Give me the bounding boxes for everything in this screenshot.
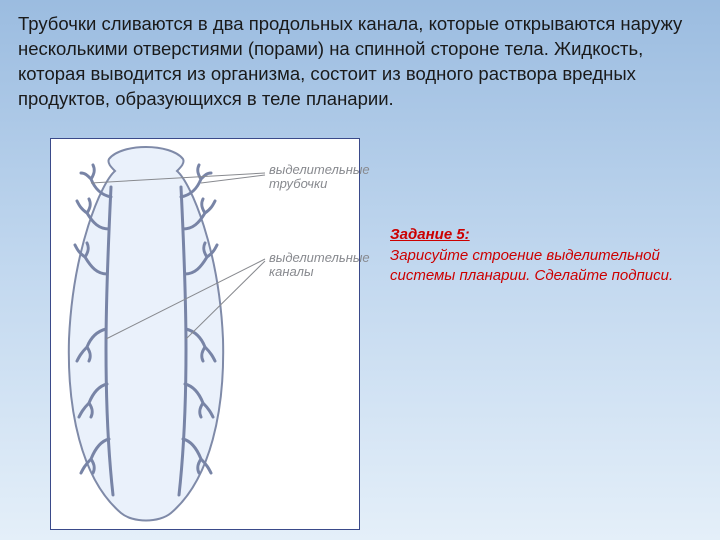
task-block: Задание 5: Зарисуйте строение выделитель… (390, 226, 690, 532)
intro-paragraph: Трубочки сливаются в два продольных кана… (18, 12, 708, 112)
label-tubules: выделительныетрубочки (269, 163, 370, 192)
diagram-svg (51, 139, 361, 531)
label-tubules-text: выделительныетрубочки (269, 162, 370, 191)
body-outline (69, 147, 223, 521)
label-canals: выделительныеканалы (269, 251, 370, 280)
task-title: Задание 5: (390, 226, 690, 243)
planaria-diagram: выделительныетрубочки выделительныеканал… (50, 138, 360, 530)
label-canals-text: выделительныеканалы (269, 250, 370, 279)
content-row: выделительныетрубочки выделительныеканал… (50, 138, 700, 532)
task-body: Зарисуйте строение выделительной системы… (390, 246, 690, 287)
